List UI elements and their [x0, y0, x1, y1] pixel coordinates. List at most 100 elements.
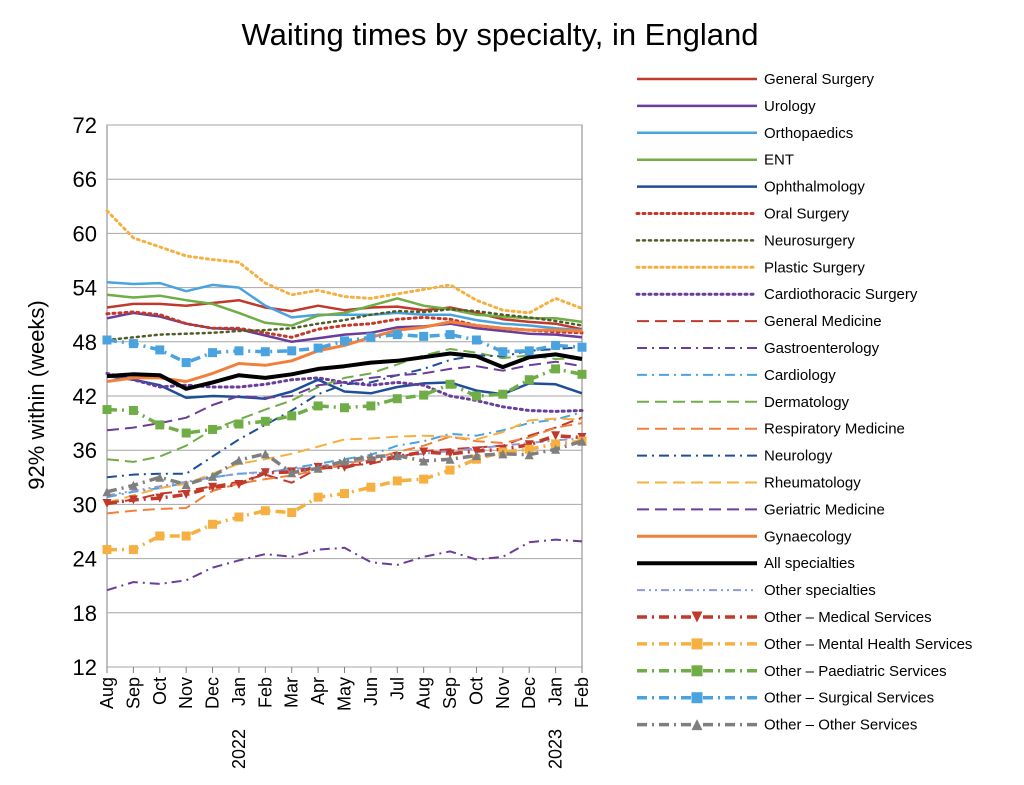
data-point-marker — [313, 463, 323, 473]
x-axis: Aug Sep Oct Nov Dec Jan Feb Mar Apr May Jun Jul Aug S… — [97, 667, 592, 769]
y-tick-label: 48 — [73, 330, 97, 355]
x-tick-label: Nov — [493, 677, 513, 709]
data-point-marker — [128, 495, 138, 505]
y-tick-label: 24 — [73, 547, 97, 572]
series-line — [106, 348, 583, 463]
legend-item: Gastroenterology — [637, 340, 880, 357]
data-point-marker — [234, 480, 244, 490]
data-point-marker — [181, 428, 191, 438]
legend-item: Neurosurgery — [635, 232, 855, 249]
series-line — [106, 351, 583, 391]
x-tick-label: Feb — [572, 677, 592, 708]
legend-label: All specialties — [764, 555, 855, 572]
data-point-marker — [691, 665, 703, 677]
legend-label: Dermatology — [764, 394, 850, 411]
y-tick-label: 60 — [73, 221, 97, 246]
y-tick-label: 12 — [73, 655, 97, 680]
legend-label: Gynaecology — [764, 528, 852, 545]
series-line — [106, 411, 583, 499]
series-3 — [106, 293, 583, 327]
data-point-marker — [691, 692, 703, 704]
series-line — [106, 293, 583, 327]
data-point-marker — [313, 343, 323, 353]
data-point-marker — [102, 405, 112, 415]
data-point-marker — [577, 436, 587, 446]
series-line — [105, 209, 584, 315]
series-14 — [106, 346, 583, 479]
data-point-marker — [419, 474, 429, 484]
data-point-marker — [577, 342, 587, 352]
x-tick-label: Jun — [361, 677, 381, 706]
data-point-marker — [102, 498, 112, 508]
data-point-marker — [260, 449, 270, 459]
legend-item: Other – Other Services — [637, 717, 917, 734]
x-tick-label: Aug — [97, 677, 117, 709]
data-point-marker — [260, 347, 270, 357]
x-year-label: 2023 — [546, 729, 566, 769]
legend-label: Orthopaedics — [764, 125, 853, 142]
data-point-marker — [445, 449, 455, 459]
data-point-marker — [551, 444, 561, 454]
data-point-marker — [524, 375, 534, 385]
data-point-marker — [260, 468, 270, 478]
data-point-marker — [551, 439, 561, 449]
y-axis-label: 92% within (weeks) — [24, 300, 49, 490]
series-6 — [105, 308, 584, 342]
y-axis: 12 18 24 30 36 42 48 54 60 66 72 — [73, 113, 97, 680]
legend-item: Plastic Surgery — [635, 259, 865, 276]
y-tick-label: 18 — [73, 601, 97, 626]
data-point-marker — [340, 456, 349, 466]
legend-label: Oral Surgery — [764, 206, 850, 223]
data-point-marker — [419, 456, 429, 466]
data-point-marker — [524, 346, 534, 356]
data-point-marker — [260, 416, 270, 426]
data-point-marker — [340, 403, 349, 413]
data-point-marker — [155, 493, 165, 503]
series-line — [106, 360, 583, 432]
data-point-marker — [445, 330, 455, 340]
legend-item: Other – Surgical Services — [637, 690, 934, 707]
data-point-marker — [287, 468, 297, 478]
legend-label: Other – Paediatric Services — [764, 663, 947, 680]
y-tick-label: 72 — [73, 113, 97, 138]
data-point-marker — [313, 492, 323, 502]
data-point-marker — [392, 330, 402, 340]
legend-label: ENT — [764, 152, 794, 169]
data-point-marker — [155, 472, 165, 482]
series-line — [105, 308, 584, 342]
data-point-marker — [419, 331, 429, 341]
series-10 — [106, 538, 583, 592]
data-point-marker — [471, 391, 481, 401]
x-tick-label: Jul — [387, 677, 407, 700]
x-tick-label: Sep — [123, 677, 143, 709]
legend-label: General Surgery — [764, 71, 875, 88]
x-tick-label: Jan — [546, 677, 566, 706]
data-point-marker — [234, 455, 244, 465]
series-0 — [106, 298, 583, 331]
data-point-marker — [419, 390, 429, 400]
data-point-marker — [313, 401, 323, 411]
x-tick-label: Apr — [308, 677, 328, 705]
data-point-marker — [260, 506, 270, 516]
y-tick-label: 42 — [73, 384, 97, 409]
series-22 — [102, 364, 587, 438]
data-point-marker — [498, 449, 508, 459]
data-point-marker — [691, 638, 703, 650]
legend-label: Other specialties — [764, 582, 876, 599]
series-line — [106, 346, 583, 479]
data-point-marker — [155, 531, 165, 541]
x-tick-label: Dec — [519, 677, 539, 709]
legend-item: Orthopaedics — [637, 125, 853, 142]
data-point-marker — [340, 336, 349, 346]
x-tick-label: Nov — [176, 677, 196, 709]
legend-item: General Surgery — [637, 71, 875, 88]
data-point-marker — [181, 489, 191, 499]
legend-label: Gastroenterology — [764, 340, 880, 357]
series-line — [106, 298, 583, 331]
legend-item: ENT — [637, 152, 794, 169]
legend-item: Neurology — [637, 448, 833, 465]
data-point-marker — [551, 431, 561, 441]
data-point-marker — [128, 405, 138, 415]
series-line — [106, 320, 583, 383]
